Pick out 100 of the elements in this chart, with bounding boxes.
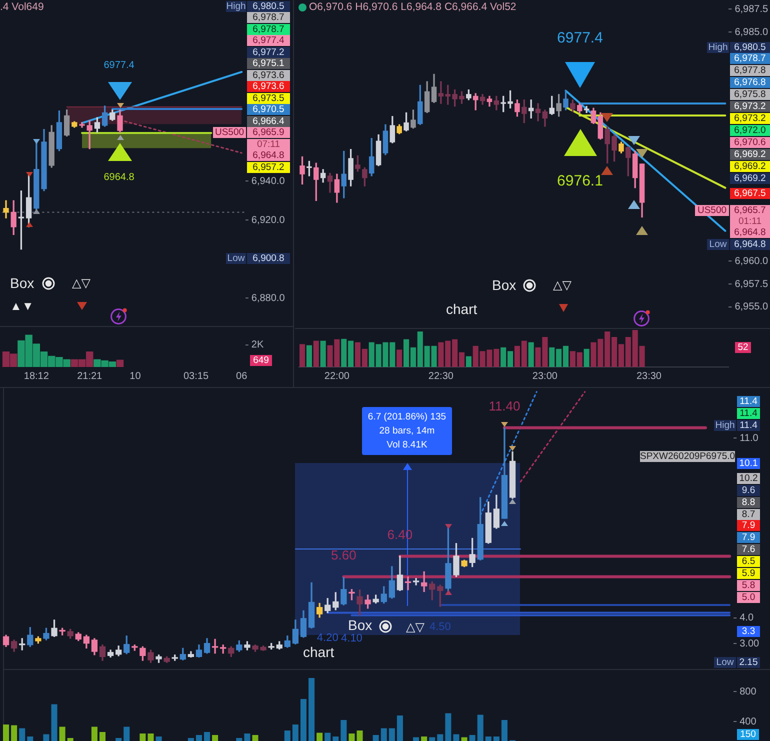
text: 6,965.7 [730,204,770,216]
y-tick-label: 4.0 [740,612,754,624]
text: 6,966.4 [247,116,290,126]
text: 6,970.6 [730,136,770,148]
text: 11.4 [737,420,760,430]
annotation: △▽ [72,276,90,290]
x-tick-label: 23:00 [532,370,558,382]
annotation: High [714,420,736,430]
annotation: 28 bars, 14m [379,425,435,436]
annotation: Vol 8.41K [386,439,428,450]
text: 6,972.0 [730,124,770,136]
x-tick-label: 22:30 [428,370,454,382]
y-tick-label: 6,955.0 [734,302,769,313]
y-tick-label: 11.0 [740,432,759,444]
text: 7.9 [737,532,760,542]
annotation: Box [348,617,372,633]
text: 6,978.7 [730,53,770,64]
text: 10.2 [737,472,760,484]
text: 6,978.7 [247,24,290,34]
annotation: 6964.8 [104,172,134,183]
y-tick-label: 6,957.5 [734,278,769,290]
text: 6,967.5 [730,188,770,198]
x-tick-label: 22:00 [324,370,350,382]
series-label: 4.50 [429,621,451,634]
text: 7.6 [737,544,760,554]
text: 649 [250,354,272,366]
x-tick-label: 10 [130,370,142,382]
annotation: △▽ [406,620,424,634]
text: 7.9 [737,520,760,530]
text: 5.0 [737,592,760,602]
y-tick-label: 6,985.0 [734,26,769,38]
text: 6,980.5 [247,0,290,12]
annotation: Low [226,252,246,264]
y-tick-label: 800 [740,686,757,698]
text: 11.4 [737,408,760,418]
y-tick-label: 6,960.0 [734,256,769,267]
annotation: Box [492,277,516,293]
annotation: US500 [695,204,729,216]
y-tick-label: 400 [740,716,757,728]
annotation: US500 [213,127,246,138]
annotation: 6977.4 [104,60,134,71]
series-label: 11.40 [488,398,520,414]
text: 6,975.8 [730,88,770,100]
text: 8.7 [737,508,760,520]
text: 07:11 [247,138,290,150]
series-label: 4.10 [341,632,362,644]
text: 6.5 [737,556,760,566]
text: 6,969.2 [730,160,770,172]
x-tick-label: 21:21 [77,370,103,382]
annotation: 6.7 (201.86%) 135 [368,411,446,422]
y-tick-label: 6,940.0 [251,176,286,187]
chart-subtitle: O6,970.6 H6,970.6 L6,964.8 C6,966.4 Vol52 [309,1,516,13]
text: 8.8 [737,496,760,508]
text: 6,965.9 [247,127,290,138]
text: 6,973.6 [247,81,290,92]
text: 6,973.2 [730,112,770,124]
y-tick-label: 6,987.5 [734,4,769,15]
text: 11.4 [737,396,760,406]
text: 3.3 [737,626,760,636]
text: 6,980.5 [730,42,770,52]
annotation: chart [446,301,478,317]
text: 6,969.2 [730,172,770,184]
text: 6,969.2 [730,148,770,160]
x-tick-label: 06 [236,370,248,382]
annotation: 6976.1 [557,172,603,190]
x-tick-label: 18:12 [24,370,50,382]
text: 6,964.8 [247,150,290,161]
text: 6,970.5 [247,104,290,115]
text: 6,964.8 [730,226,770,238]
y-tick-label: 6,920.0 [251,214,286,226]
text: 52 [735,342,751,352]
text: 2.15 [737,656,760,668]
text: 6,900.8 [247,252,290,264]
text: 6,977.2 [247,46,290,58]
text: 150 [737,728,759,740]
annotation: Box [10,275,34,291]
text: 6,973.5 [247,92,290,104]
text: 6,973.2 [730,100,770,112]
chart-subtitle: .4 Vol649 [0,1,44,13]
text: 9.6 [737,484,760,496]
y-tick-label: 3.00 [740,638,760,650]
annotation: △▽ [553,278,572,292]
text: 01:11 [730,216,770,226]
y-tick-label: 6,880.0 [251,292,286,304]
annotation: 6977.4 [557,30,603,46]
annotation: High [707,42,729,52]
text: 6,978.7 [247,12,290,23]
y-tick-label: 2K [251,340,264,351]
text: 6,976.8 [730,76,770,88]
x-tick-label: 23:30 [636,370,662,382]
text: 6,957.2 [247,162,290,172]
series-label: 4.20 [316,632,338,644]
annotation: ▲▼ [10,299,34,313]
annotation: Low [714,656,736,668]
text: 6,977.4 [247,35,290,46]
text: 6,973.6 [247,70,290,80]
text: 10.1 [737,458,760,468]
text: 5.8 [737,580,760,590]
x-tick-label: 03:15 [183,370,209,382]
series-label: 5.60 [331,547,356,562]
